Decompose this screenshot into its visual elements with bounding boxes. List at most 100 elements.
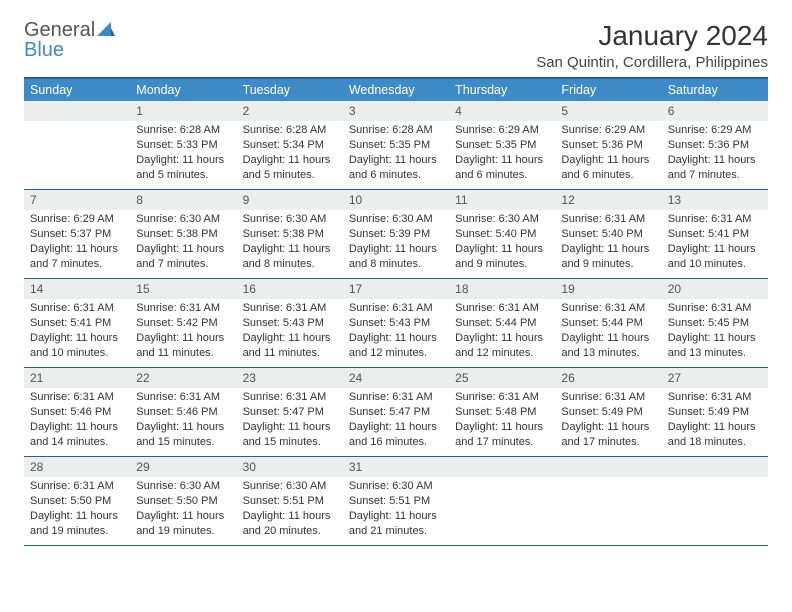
day-details: Sunrise: 6:31 AMSunset: 5:44 PMDaylight:… xyxy=(449,299,555,360)
day-header: Friday xyxy=(555,79,661,101)
day-details: Sunrise: 6:31 AMSunset: 5:40 PMDaylight:… xyxy=(555,210,661,271)
day-cell: 31Sunrise: 6:30 AMSunset: 5:51 PMDayligh… xyxy=(343,457,449,545)
sunrise-line: Sunrise: 6:28 AM xyxy=(349,123,443,138)
day-details: Sunrise: 6:28 AMSunset: 5:34 PMDaylight:… xyxy=(237,121,343,182)
day-number xyxy=(662,457,768,477)
sunrise-line: Sunrise: 6:30 AM xyxy=(136,479,230,494)
day-cell xyxy=(555,457,661,545)
sunset-line: Sunset: 5:35 PM xyxy=(455,138,549,153)
day-number: 8 xyxy=(130,190,236,210)
day-details: Sunrise: 6:29 AMSunset: 5:35 PMDaylight:… xyxy=(449,121,555,182)
day-number: 30 xyxy=(237,457,343,477)
day-header: Saturday xyxy=(662,79,768,101)
sunrise-line: Sunrise: 6:29 AM xyxy=(30,212,124,227)
sunrise-line: Sunrise: 6:31 AM xyxy=(30,479,124,494)
day-cell: 25Sunrise: 6:31 AMSunset: 5:48 PMDayligh… xyxy=(449,368,555,456)
weeks-container: 1Sunrise: 6:28 AMSunset: 5:33 PMDaylight… xyxy=(24,101,768,546)
day-details: Sunrise: 6:28 AMSunset: 5:35 PMDaylight:… xyxy=(343,121,449,182)
day-details: Sunrise: 6:30 AMSunset: 5:51 PMDaylight:… xyxy=(237,477,343,538)
day-cell: 22Sunrise: 6:31 AMSunset: 5:46 PMDayligh… xyxy=(130,368,236,456)
daylight-line: Daylight: 11 hours and 21 minutes. xyxy=(349,509,443,539)
day-details: Sunrise: 6:31 AMSunset: 5:41 PMDaylight:… xyxy=(662,210,768,271)
logo-text: General Blue xyxy=(24,20,115,60)
daylight-line: Daylight: 11 hours and 18 minutes. xyxy=(668,420,762,450)
daylight-line: Daylight: 11 hours and 10 minutes. xyxy=(668,242,762,272)
day-cell: 10Sunrise: 6:30 AMSunset: 5:39 PMDayligh… xyxy=(343,190,449,278)
day-details: Sunrise: 6:30 AMSunset: 5:40 PMDaylight:… xyxy=(449,210,555,271)
day-details: Sunrise: 6:30 AMSunset: 5:39 PMDaylight:… xyxy=(343,210,449,271)
day-number: 15 xyxy=(130,279,236,299)
sunset-line: Sunset: 5:46 PM xyxy=(136,405,230,420)
brand-logo: General Blue xyxy=(24,20,115,60)
daylight-line: Daylight: 11 hours and 17 minutes. xyxy=(561,420,655,450)
day-details: Sunrise: 6:28 AMSunset: 5:33 PMDaylight:… xyxy=(130,121,236,182)
day-number xyxy=(555,457,661,477)
day-number: 13 xyxy=(662,190,768,210)
day-cell: 28Sunrise: 6:31 AMSunset: 5:50 PMDayligh… xyxy=(24,457,130,545)
sunrise-line: Sunrise: 6:31 AM xyxy=(30,390,124,405)
daylight-line: Daylight: 11 hours and 5 minutes. xyxy=(243,153,337,183)
daylight-line: Daylight: 11 hours and 7 minutes. xyxy=(668,153,762,183)
day-cell: 12Sunrise: 6:31 AMSunset: 5:40 PMDayligh… xyxy=(555,190,661,278)
daylight-line: Daylight: 11 hours and 5 minutes. xyxy=(136,153,230,183)
day-number: 11 xyxy=(449,190,555,210)
sunset-line: Sunset: 5:37 PM xyxy=(30,227,124,242)
day-header: Sunday xyxy=(24,79,130,101)
day-number: 4 xyxy=(449,101,555,121)
day-cell: 4Sunrise: 6:29 AMSunset: 5:35 PMDaylight… xyxy=(449,101,555,189)
sunset-line: Sunset: 5:51 PM xyxy=(349,494,443,509)
day-cell: 9Sunrise: 6:30 AMSunset: 5:38 PMDaylight… xyxy=(237,190,343,278)
day-number: 1 xyxy=(130,101,236,121)
day-cell: 2Sunrise: 6:28 AMSunset: 5:34 PMDaylight… xyxy=(237,101,343,189)
day-cell: 6Sunrise: 6:29 AMSunset: 5:36 PMDaylight… xyxy=(662,101,768,189)
sunset-line: Sunset: 5:38 PM xyxy=(243,227,337,242)
sunrise-line: Sunrise: 6:28 AM xyxy=(136,123,230,138)
day-cell: 29Sunrise: 6:30 AMSunset: 5:50 PMDayligh… xyxy=(130,457,236,545)
sunrise-line: Sunrise: 6:31 AM xyxy=(668,390,762,405)
day-cell xyxy=(449,457,555,545)
day-details: Sunrise: 6:29 AMSunset: 5:37 PMDaylight:… xyxy=(24,210,130,271)
sunset-line: Sunset: 5:43 PM xyxy=(243,316,337,331)
daylight-line: Daylight: 11 hours and 11 minutes. xyxy=(243,331,337,361)
day-number: 7 xyxy=(24,190,130,210)
daylight-line: Daylight: 11 hours and 6 minutes. xyxy=(561,153,655,183)
week-row: 1Sunrise: 6:28 AMSunset: 5:33 PMDaylight… xyxy=(24,101,768,190)
sunrise-line: Sunrise: 6:31 AM xyxy=(30,301,124,316)
day-details: Sunrise: 6:29 AMSunset: 5:36 PMDaylight:… xyxy=(662,121,768,182)
sunset-line: Sunset: 5:43 PM xyxy=(349,316,443,331)
sunset-line: Sunset: 5:34 PM xyxy=(243,138,337,153)
day-details: Sunrise: 6:30 AMSunset: 5:38 PMDaylight:… xyxy=(237,210,343,271)
sail-icon xyxy=(97,20,115,40)
day-number: 20 xyxy=(662,279,768,299)
daylight-line: Daylight: 11 hours and 20 minutes. xyxy=(243,509,337,539)
day-cell: 23Sunrise: 6:31 AMSunset: 5:47 PMDayligh… xyxy=(237,368,343,456)
sunset-line: Sunset: 5:50 PM xyxy=(136,494,230,509)
daylight-line: Daylight: 11 hours and 13 minutes. xyxy=(668,331,762,361)
month-title: January 2024 xyxy=(536,20,768,52)
sunset-line: Sunset: 5:48 PM xyxy=(455,405,549,420)
page-header: General Blue January 2024 San Quintin, C… xyxy=(24,20,768,71)
day-cell: 11Sunrise: 6:30 AMSunset: 5:40 PMDayligh… xyxy=(449,190,555,278)
week-row: 14Sunrise: 6:31 AMSunset: 5:41 PMDayligh… xyxy=(24,279,768,368)
daylight-line: Daylight: 11 hours and 17 minutes. xyxy=(455,420,549,450)
sunset-line: Sunset: 5:50 PM xyxy=(30,494,124,509)
daylight-line: Daylight: 11 hours and 12 minutes. xyxy=(349,331,443,361)
calendar-table: Sunday Monday Tuesday Wednesday Thursday… xyxy=(24,77,768,546)
daylight-line: Daylight: 11 hours and 15 minutes. xyxy=(243,420,337,450)
sunrise-line: Sunrise: 6:31 AM xyxy=(455,301,549,316)
day-details: Sunrise: 6:31 AMSunset: 5:41 PMDaylight:… xyxy=(24,299,130,360)
day-details: Sunrise: 6:31 AMSunset: 5:50 PMDaylight:… xyxy=(24,477,130,538)
sunrise-line: Sunrise: 6:31 AM xyxy=(561,301,655,316)
day-cell: 7Sunrise: 6:29 AMSunset: 5:37 PMDaylight… xyxy=(24,190,130,278)
sunset-line: Sunset: 5:49 PM xyxy=(561,405,655,420)
day-details: Sunrise: 6:30 AMSunset: 5:50 PMDaylight:… xyxy=(130,477,236,538)
day-number: 17 xyxy=(343,279,449,299)
day-number: 24 xyxy=(343,368,449,388)
day-details: Sunrise: 6:30 AMSunset: 5:51 PMDaylight:… xyxy=(343,477,449,538)
day-details: Sunrise: 6:31 AMSunset: 5:46 PMDaylight:… xyxy=(130,388,236,449)
day-cell: 3Sunrise: 6:28 AMSunset: 5:35 PMDaylight… xyxy=(343,101,449,189)
day-details: Sunrise: 6:31 AMSunset: 5:43 PMDaylight:… xyxy=(343,299,449,360)
sunset-line: Sunset: 5:36 PM xyxy=(561,138,655,153)
day-cell: 8Sunrise: 6:30 AMSunset: 5:38 PMDaylight… xyxy=(130,190,236,278)
sunset-line: Sunset: 5:39 PM xyxy=(349,227,443,242)
